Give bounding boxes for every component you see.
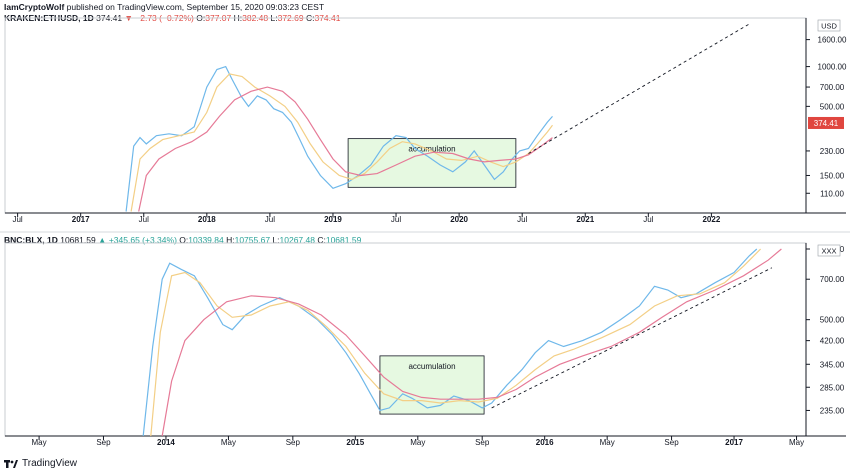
publish-line: IamCryptoWolf published on TradingView.c… [4, 2, 340, 13]
author-name[interactable]: IamCryptoWolf [4, 2, 65, 12]
last-price-badge [808, 116, 844, 129]
x-tick-label: 2015 [346, 438, 364, 447]
x-tick-label: 2020 [450, 215, 468, 224]
symbol-line-2: BNC:BLX, 1D 10681.59 ▲ +345.65 (+3.34%) … [4, 235, 361, 246]
x-tick-label: May [221, 438, 236, 447]
x-tick-label: 2017 [72, 215, 90, 224]
last-price-badge-label: 374.41 [814, 119, 839, 128]
x-tick-label: 2019 [324, 215, 342, 224]
currency-label: XXX [821, 247, 836, 256]
y-tick-label: 700.00 [820, 275, 845, 284]
x-tick-label: Sep [475, 438, 490, 447]
x-tick-label: Sep [286, 438, 301, 447]
symbol-name[interactable]: BNC:BLX, 1D [4, 235, 58, 245]
chart-pane-1: 1600.00 1000.00 700.00 500.00 230.00 150.00 11… [4, 17, 847, 224]
y-tick-label: 285.00 [820, 383, 845, 392]
y-tick-label: 110.00 [820, 189, 844, 198]
dashed-trendline [528, 23, 750, 154]
ohlc-low-key: L: [272, 235, 280, 245]
accumulation-box [379, 355, 485, 415]
x-tick-label: Jul [643, 215, 653, 224]
ohlc-open-key: O: [179, 235, 189, 245]
dashed-trendline [491, 267, 773, 409]
series-line-1 [125, 65, 553, 212]
footer: TradingView [4, 458, 77, 469]
y-tick-label: 700.00 [820, 83, 845, 92]
series-group [125, 23, 750, 212]
currency-label: USD [821, 22, 837, 31]
chart-pane-2: 900.00700.00500.00420.00345.00285.00235.… [4, 242, 846, 447]
tradingview-logo-icon [4, 459, 18, 468]
x-tick-label: Jul [139, 215, 149, 224]
x-tick-label: Jul [517, 215, 527, 224]
y-tick-label: 1000.00 [818, 63, 847, 72]
x-tick-label: 2021 [576, 215, 594, 224]
x-tick-label: 2022 [702, 215, 720, 224]
footer-brand[interactable]: TradingView [22, 458, 78, 469]
y-tick-label: 345.00 [820, 360, 845, 369]
series-line-1 [142, 248, 758, 436]
currency-box [817, 19, 841, 32]
x-tick-label: Sep [664, 438, 679, 447]
currency-box [817, 244, 841, 257]
y-tick-label: 420.00 [820, 337, 845, 346]
x-tick-label: May [410, 438, 425, 447]
x-tick-label: May [600, 438, 615, 447]
price-change: +345.65 (+3.34%) [108, 235, 177, 245]
ohlc-low: 10267.48 [279, 235, 315, 245]
change-up-icon: ▲ [98, 235, 107, 245]
ohlc-open: 10339.84 [188, 235, 224, 245]
y-tick-label: 500.00 [820, 316, 845, 325]
ohlc-high-key: H: [226, 235, 235, 245]
y-tick-label: 230.00 [820, 147, 845, 156]
x-tick-label: Jul [391, 215, 401, 224]
y-tick-label: 235.00 [820, 406, 845, 415]
x-tick-label: 2016 [536, 438, 554, 447]
series-line-2 [150, 248, 762, 436]
x-tick-label: Sep [96, 438, 111, 447]
ohlc-close-key: C: [317, 235, 326, 245]
x-tick-label: May [32, 438, 47, 447]
x-tick-label: Jul [12, 215, 22, 224]
accumulation-label: accumulation [408, 362, 455, 371]
publish-info: published on TradingView.com, September … [66, 2, 325, 12]
x-tick-label: May [789, 438, 804, 447]
x-tick-label: 2017 [725, 438, 743, 447]
last-price: 10681.59 [60, 235, 96, 245]
accumulation-label: accumulation [408, 145, 455, 154]
series-group [142, 248, 782, 436]
ohlc-close: 10681.59 [325, 235, 362, 245]
y-tick-label: 150.00 [820, 171, 845, 180]
x-tick-label: Jul [265, 215, 275, 224]
series-line-3 [161, 248, 782, 436]
series-line-3 [138, 86, 553, 212]
y-tick-label: 500.00 [820, 102, 845, 111]
ohlc-high: 10755.67 [234, 235, 271, 245]
y-tick-label: 1600.00 [818, 36, 847, 45]
x-tick-label: 2014 [157, 438, 175, 447]
series-line-2 [130, 73, 553, 212]
x-tick-label: 2018 [198, 215, 216, 224]
